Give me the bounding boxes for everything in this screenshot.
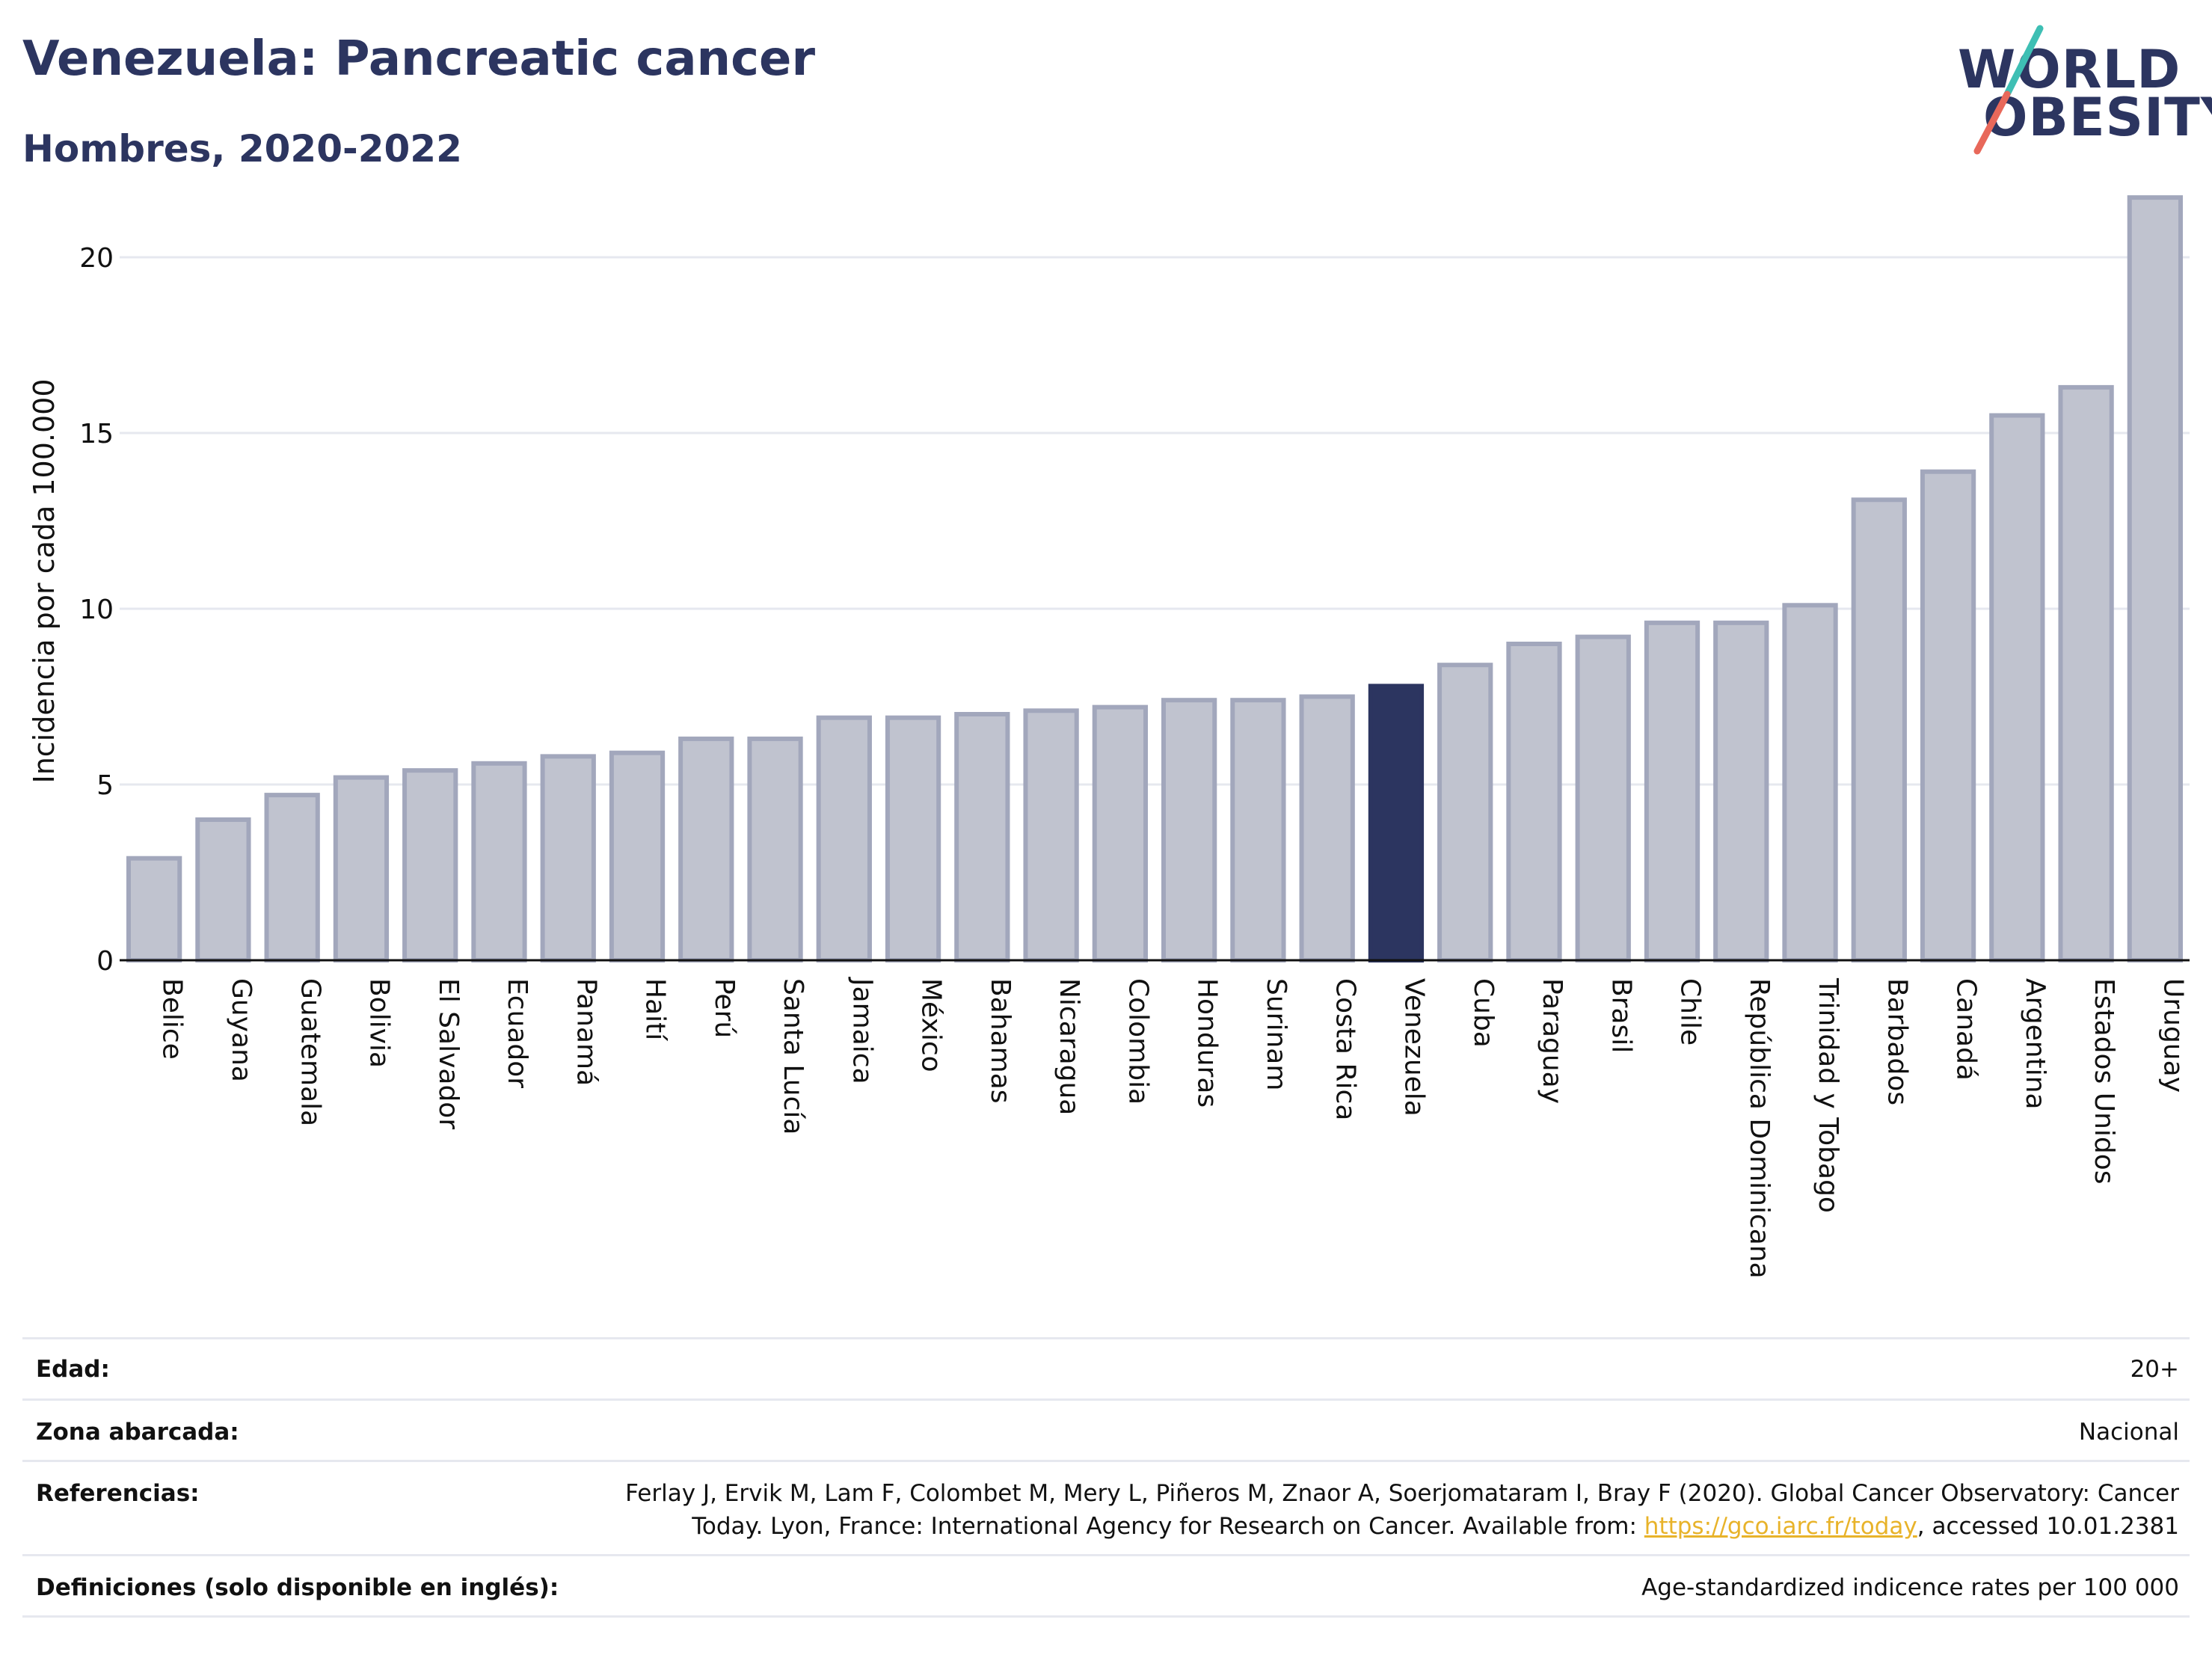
info-bottom-border — [22, 1615, 2190, 1618]
bar-bolivia — [333, 775, 390, 962]
x-tick-label: Paraguay — [1537, 978, 1567, 1104]
bars — [126, 195, 2184, 963]
x-tick-label: Jamaica — [847, 977, 877, 1084]
bar-surinam — [1230, 698, 1286, 962]
y-axis-label: Incidencia por cada 100.000 — [28, 378, 61, 783]
x-tick-label: Honduras — [1192, 978, 1223, 1108]
info-row-edad: Edad: 20+ — [22, 1337, 2190, 1399]
x-tick-label: Belice — [157, 978, 188, 1060]
bar-perú — [678, 736, 734, 963]
bar-haití — [609, 750, 666, 962]
bar-guatemala — [264, 793, 320, 962]
logo-line-2: OBESITY — [1983, 87, 2212, 148]
bar-paraguay — [1506, 642, 1562, 962]
bar-brasil — [1575, 634, 1631, 962]
bar-chile — [1644, 620, 1701, 962]
bar-belice — [126, 856, 182, 962]
x-tick-label: Cuba — [1468, 978, 1499, 1048]
zona-value: Nacional — [2078, 1419, 2179, 1446]
world-obesity-logo: WORLD OBESITY — [1952, 22, 2212, 157]
referencias-line-2: Today. Lyon, France: International Agenc… — [571, 1510, 2179, 1543]
chart-subtitle: Hombres, 2020-2022 — [22, 127, 462, 171]
x-tick-label: México — [916, 978, 947, 1072]
bar-bahamas — [954, 712, 1010, 962]
x-tick-label: Canadá — [1951, 978, 1982, 1081]
x-tick-label: Guyana — [226, 978, 256, 1082]
bar-cuba — [1437, 663, 1493, 962]
bar-canadá — [1920, 469, 1976, 962]
referencias-line-2-pre: Today. Lyon, France: International Agenc… — [692, 1513, 1644, 1540]
bar-santa-lucía — [747, 736, 803, 963]
x-tick-label: Costa Rica — [1330, 978, 1360, 1120]
bar-trinidad-y-tobago — [1782, 603, 1838, 962]
y-tick-label: 5 — [96, 770, 114, 801]
x-tick-label: Bahamas — [985, 978, 1016, 1104]
logo-line-1: WORLD — [1958, 39, 2181, 100]
x-tick-label: Nicaragua — [1054, 978, 1084, 1115]
x-tick-label: Guatemala — [295, 978, 325, 1126]
y-tick-label: 0 — [96, 946, 114, 977]
referencias-line-1: Ferlay J, Ervik M, Lam F, Colombet M, Me… — [625, 1480, 2179, 1507]
y-tick-label: 15 — [79, 419, 114, 449]
y-tick-label: 20 — [79, 243, 114, 274]
bar-nicaragua — [1023, 708, 1079, 962]
bar-colombia — [1092, 704, 1149, 962]
x-tick-label: Uruguay — [2157, 978, 2188, 1093]
x-tick-label: Perú — [709, 978, 740, 1038]
x-tick-label: Haití — [640, 978, 671, 1041]
x-tick-label: Santa Lucía — [778, 978, 808, 1134]
bar-barbados — [1851, 497, 1907, 962]
bar-estados-unidos — [2058, 384, 2114, 962]
chart-title: Venezuela: Pancreatic cancer — [22, 31, 815, 87]
bar-méxico — [885, 715, 941, 962]
info-row-definiciones: Definiciones (solo disponible en inglés)… — [22, 1554, 2190, 1616]
gridlines — [120, 256, 2190, 786]
bar-venezuela — [1368, 684, 1425, 963]
referencias-value: Ferlay J, Ervik M, Lam F, Colombet M, Me… — [571, 1477, 2179, 1543]
x-tick-label: Ecuador — [502, 978, 532, 1088]
x-tick-label: Chile — [1675, 978, 1706, 1045]
x-tick-label: El Salvador — [433, 978, 464, 1129]
info-row-referencias: Referencias: Ferlay J, Ervik M, Lam F, C… — [22, 1460, 2190, 1555]
bar-jamaica — [816, 715, 872, 962]
x-axis-labels: Belice Guyana Guatemala Bolivia El Salvador E… — [157, 977, 2189, 1279]
bar-uruguay — [2127, 195, 2184, 963]
y-tick-label: 10 — [79, 595, 114, 625]
x-tick-label: Bolivia — [364, 978, 395, 1068]
edad-label: Edad: — [36, 1356, 110, 1383]
x-tick-label: Argentina — [2020, 978, 2050, 1110]
definiciones-value: Age-standardized indicence rates per 100… — [1641, 1574, 2179, 1601]
edad-value: 20+ — [2130, 1356, 2179, 1383]
referencias-line-2-post: , accessed 10.01.2381 — [1917, 1513, 2179, 1540]
bar-guyana — [195, 817, 251, 962]
x-tick-label: Estados Unidos — [2089, 978, 2119, 1185]
bar-chart: 0 5 10 15 20 Belice Guyana Guatemala Bolivia El … — [28, 195, 2190, 1279]
bar-panamá — [540, 754, 596, 963]
referencias-label: Referencias: — [36, 1480, 200, 1507]
bar-argentina — [1989, 413, 2045, 962]
x-tick-label: Brasil — [1606, 978, 1636, 1053]
bar-el-salvador — [402, 768, 458, 962]
bar-honduras — [1161, 698, 1217, 962]
referencias-link[interactable]: https://gco.iarc.fr/today — [1644, 1513, 1917, 1540]
x-tick-label: Barbados — [1881, 978, 1912, 1105]
definiciones-label: Definiciones (solo disponible en inglés)… — [36, 1574, 559, 1601]
bar-ecuador — [471, 761, 527, 962]
x-tick-label: Trinidad y Tobago — [1813, 977, 1843, 1213]
logo-slash-icon — [1973, 25, 2044, 155]
x-tick-label: Venezuela — [1399, 978, 1430, 1117]
info-row-zona: Zona abarcada: Nacional — [22, 1398, 2190, 1461]
x-tick-label: Surinam — [1261, 978, 1291, 1090]
x-tick-label: Colombia — [1122, 978, 1153, 1105]
x-tick-label: Panamá — [571, 978, 601, 1086]
zona-label: Zona abarcada: — [36, 1419, 239, 1446]
bar-costa-rica — [1299, 694, 1355, 962]
bar-república-dominicana — [1713, 620, 1769, 962]
x-tick-label: República Dominicana — [1744, 978, 1775, 1279]
y-axis-ticks: 0 5 10 15 20 — [79, 243, 114, 977]
